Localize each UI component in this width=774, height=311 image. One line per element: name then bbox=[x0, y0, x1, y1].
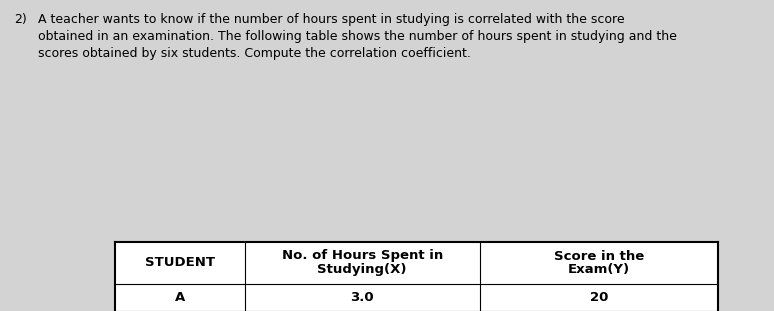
Text: Studying(X): Studying(X) bbox=[317, 263, 407, 276]
Text: 20: 20 bbox=[590, 291, 608, 304]
Text: A teacher wants to know if the number of hours spent in studying is correlated w: A teacher wants to know if the number of… bbox=[38, 13, 625, 26]
Text: STUDENT: STUDENT bbox=[145, 257, 215, 270]
Bar bbox=[115, 242, 718, 311]
Text: Score in the: Score in the bbox=[553, 249, 644, 262]
Text: 2): 2) bbox=[14, 13, 27, 26]
Text: scores obtained by six students. Compute the correlation coefficient.: scores obtained by six students. Compute… bbox=[38, 47, 471, 60]
Text: obtained in an examination. The following table shows the number of hours spent : obtained in an examination. The followin… bbox=[38, 30, 677, 43]
Text: A: A bbox=[175, 291, 185, 304]
Text: No. of Hours Spent in: No. of Hours Spent in bbox=[282, 249, 443, 262]
Text: 3.0: 3.0 bbox=[351, 291, 374, 304]
Text: Exam(Y): Exam(Y) bbox=[568, 263, 630, 276]
